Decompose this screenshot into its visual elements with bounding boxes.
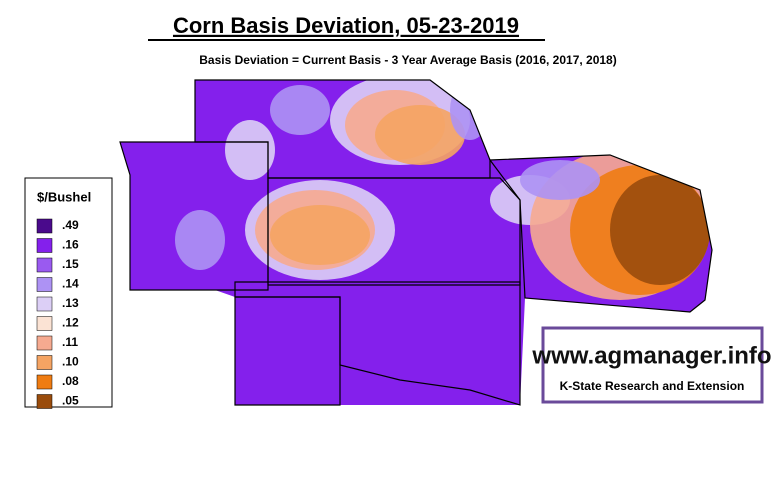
watermark: www.agmanager.info K-State Research and … — [531, 326, 772, 404]
legend-swatch — [36, 238, 53, 253]
legend: $/Bushel .49 .16 .15 .14 .13 .12 .11 .10 .08 .05 — [24, 177, 113, 409]
watermark-org: K-State Research and Extension — [560, 379, 745, 393]
basis-area — [270, 205, 370, 265]
state-borders — [119, 79, 713, 406]
basis-area — [175, 210, 225, 270]
basis-area — [225, 120, 275, 180]
subtitle: Basis Deviation = Current Basis - 3 Year… — [199, 53, 616, 67]
watermark-url: www.agmanager.info — [531, 342, 771, 369]
legend-label: .13 — [62, 296, 79, 310]
legend-swatch — [36, 335, 53, 351]
legend-swatch — [36, 316, 53, 331]
legend-label: .08 — [62, 374, 79, 388]
basis-area — [520, 160, 600, 200]
legend-swatch — [36, 257, 53, 273]
watermark-box — [541, 326, 764, 404]
basis-area — [375, 105, 465, 165]
legend-swatch — [36, 218, 53, 234]
legend-label: .15 — [62, 257, 79, 271]
legend-label: .10 — [62, 355, 79, 369]
legend-swatch — [36, 296, 53, 312]
legend-swatch — [36, 374, 53, 390]
legend-label: .05 — [62, 394, 79, 408]
legend-label: .14 — [62, 277, 79, 291]
legend-label: .12 — [62, 316, 79, 330]
title: Corn Basis Deviation, 05-23-2019 — [173, 13, 519, 38]
legend-swatch — [36, 355, 53, 370]
legend-label: .11 — [62, 335, 78, 349]
legend-title: $/Bushel — [37, 189, 91, 204]
basis-area — [270, 85, 330, 135]
legend-swatch — [36, 277, 53, 292]
basis-area — [610, 175, 710, 285]
legend-swatch — [36, 394, 53, 409]
legend-label: .16 — [62, 238, 79, 252]
legend-label: .49 — [62, 218, 79, 232]
legend-box — [24, 177, 113, 408]
